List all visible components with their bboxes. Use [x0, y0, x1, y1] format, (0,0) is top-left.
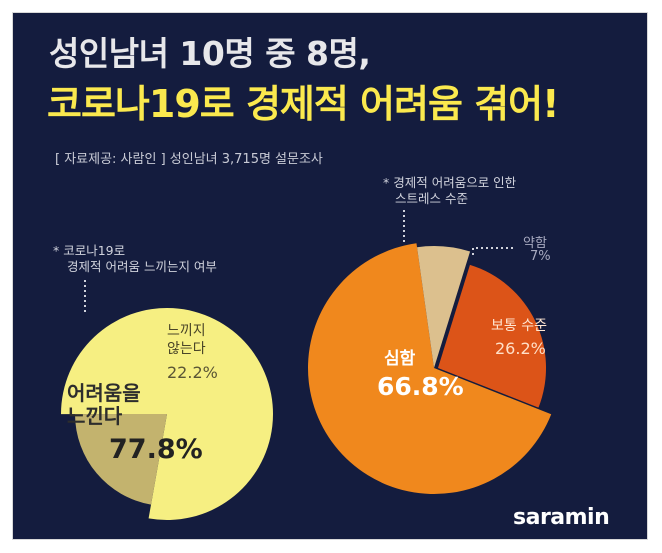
slice-value-moderate: 26.2%: [495, 339, 546, 358]
slice-label-mild: 약함: [523, 236, 547, 251]
left-note-line-2: 경제적 어려움 느끼는지 여부: [67, 259, 217, 274]
pie-slice-mild: [417, 246, 471, 368]
right-pie: [308, 210, 552, 495]
pie-slice-no-difficulty: [75, 414, 167, 505]
charts-canvas: [60, 210, 552, 521]
left-pie: [60, 280, 273, 521]
title-line-2: 코로나19로 경제적 어려움 겪어!: [47, 82, 559, 126]
slice-value-no-difficulty: 22.2%: [167, 363, 218, 382]
right-note-line-2: 스트레스 수준: [395, 191, 468, 206]
slice-label-feel-difficulty: 어려움을 느낀다: [67, 381, 141, 428]
title-line-1: 성인남녀 10명 중 8명,: [49, 34, 371, 73]
slice-label-severe: 심함: [384, 349, 416, 369]
pie-slice-feel-difficulty: [60, 308, 273, 521]
infographic-frame: 성인남녀 10명 중 8명, 코로나19로 경제적 어려움 겪어! [ 자료제공…: [12, 12, 648, 540]
left-chart-note: * 코로나19로 경제적 어려움 느끼는지 여부: [53, 243, 217, 275]
mild-leader: [472, 247, 513, 258]
right-note-line-1: * 경제적 어려움으로 인한: [383, 175, 517, 190]
left-note-line-1: * 코로나19로: [53, 243, 126, 258]
right-chart-note: * 경제적 어려움으로 인한 스트레스 수준: [383, 175, 516, 207]
slice-value-feel-difficulty: 77.8%: [109, 434, 203, 465]
slice-value-severe: 66.8%: [377, 372, 464, 401]
saramin-logo: saramin: [513, 505, 610, 530]
pie-slice-severe: [308, 243, 552, 495]
slice-value-mild: 7%: [530, 249, 551, 264]
pie-slice-moderate: [438, 264, 547, 408]
source-note: [ 자료제공: 사람인 ] 성인남녀 3,715명 설문조사: [55, 152, 323, 167]
slice-label-moderate: 보통 수준: [491, 318, 547, 334]
slice-label-no-difficulty: 느끼지 않는다: [167, 323, 206, 357]
